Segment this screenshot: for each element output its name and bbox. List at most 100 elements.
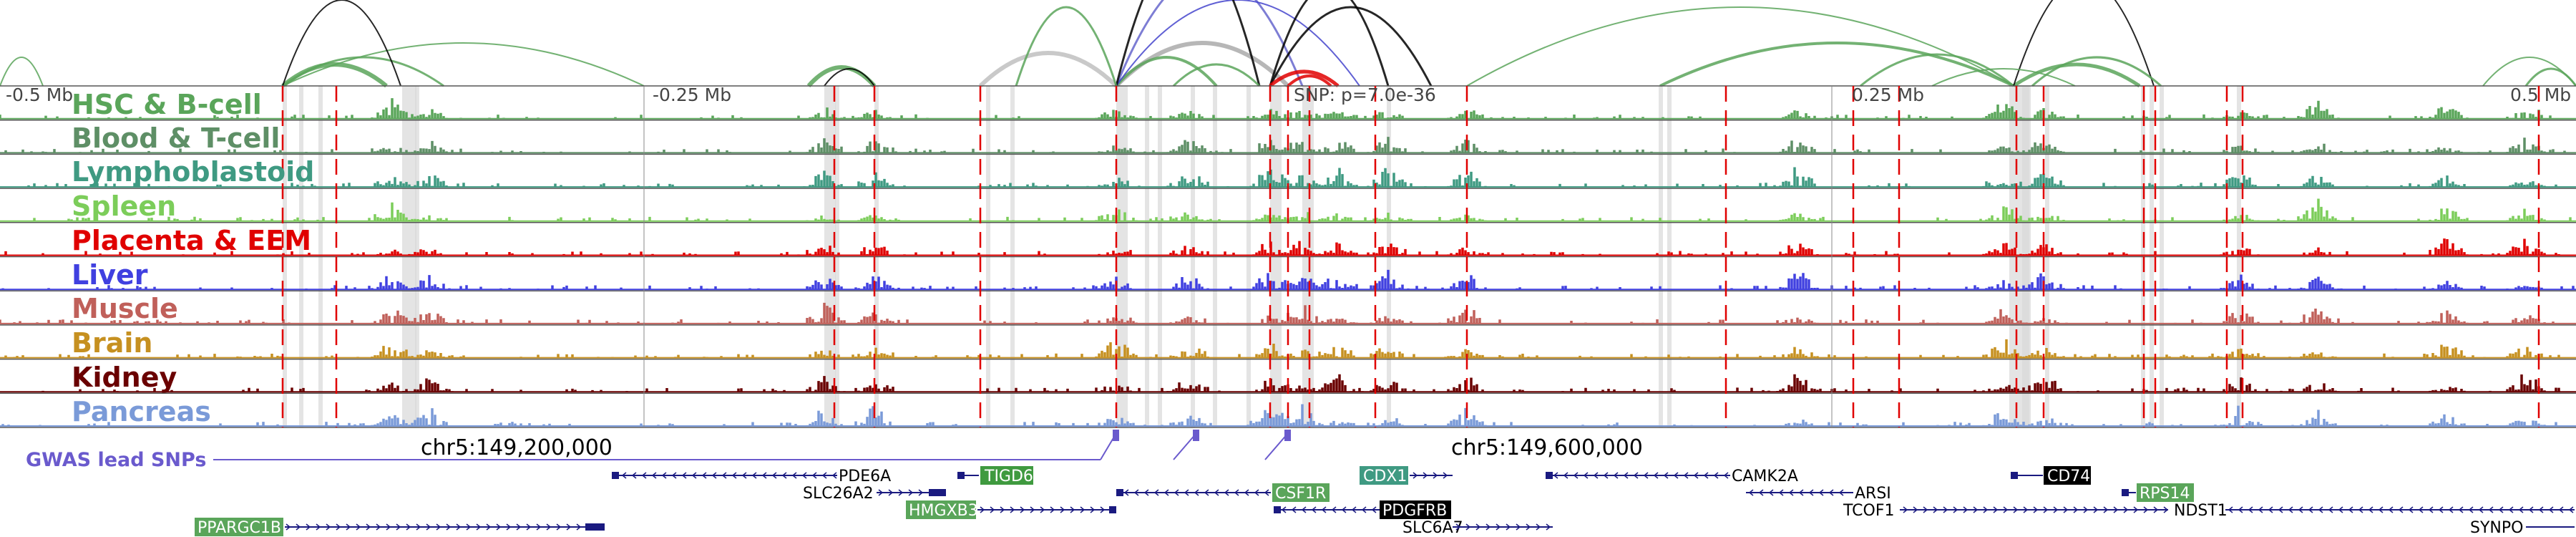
- track-labels: HSC & B-cell Blood & T-cell Lymphoblasto…: [72, 89, 314, 427]
- interaction-arc: [1269, 6, 1433, 87]
- interaction-arc: [1860, 53, 2014, 87]
- signal-peaks: [42, 374, 2560, 392]
- interaction-arc: [806, 65, 877, 87]
- gene-exon: [1274, 506, 1281, 513]
- interaction-arc: [2031, 56, 2162, 87]
- interaction-arc: [1659, 42, 2014, 87]
- gene-exon: [957, 472, 965, 479]
- interaction-arc: [0, 57, 44, 87]
- interaction-arc: [1269, 0, 1390, 87]
- strand-chevrons: [621, 472, 837, 479]
- track-label-muscle: Muscle: [72, 293, 178, 324]
- interaction-arc: [1172, 63, 1261, 87]
- track-label-placenta: Placenta & EEM: [72, 225, 311, 256]
- interaction-arc: [2013, 0, 2155, 87]
- interaction-arc: [1466, 6, 2014, 87]
- gene-exon: [1116, 489, 1123, 496]
- track-label-pancreas: Pancreas: [72, 396, 211, 427]
- gene-box-hmgxb3: [906, 500, 976, 519]
- interaction-arcs: [0, 0, 2576, 88]
- signal-peaks: [1, 269, 2575, 290]
- gwas-snp-marker: [1193, 430, 1199, 441]
- interaction-arc: [2524, 67, 2576, 87]
- track-label-spleen: Spleen: [72, 190, 176, 222]
- coordinate-left: chr5:149,200,000: [421, 435, 613, 460]
- gene-label-ndst1: NDST1: [2174, 502, 2228, 520]
- interaction-arc: [1115, 56, 1218, 87]
- gene-box-cd74: [2044, 466, 2091, 485]
- gene-exon: [2011, 472, 2018, 479]
- track-label-hsc: HSC & B-cell: [72, 89, 262, 120]
- signal-peaks: [4, 137, 2566, 153]
- gene-label-tigd6: TIGD6: [984, 468, 1033, 485]
- interaction-arc: [1269, 69, 1340, 87]
- strand-chevrons: [1903, 506, 2169, 513]
- gene-label-rps14: RPS14: [2140, 485, 2190, 503]
- gene-strand-arrows: [286, 472, 2574, 531]
- gene-label-pdgfrb: PDGFRB: [1382, 502, 1447, 520]
- gwas-label: GWAS lead SNPs: [26, 449, 206, 471]
- signal-peaks: [1, 404, 2557, 426]
- interaction-arc: [1115, 0, 1261, 87]
- gene-label-ppargc1b: PPARGC1B: [197, 519, 281, 537]
- gene-exon: [1546, 472, 1553, 479]
- interaction-arc: [282, 0, 401, 87]
- interaction-arc: [824, 68, 875, 87]
- gene-annotation-track: PDE6A TIGD6 CDX1 CAMK2A CD74 SLC26A2 CSF…: [195, 466, 2575, 537]
- coordinate-right: chr5:149,600,000: [1451, 435, 1643, 460]
- strand-chevrons: [2228, 506, 2574, 513]
- track-label-blood: Blood & T-cell: [72, 122, 280, 154]
- signal-peaks: [33, 198, 2572, 221]
- gene-exon: [612, 472, 619, 479]
- track-label-brain: Brain: [72, 327, 152, 359]
- strand-chevrons: [1553, 472, 1729, 479]
- gene-box-tigd6: [980, 466, 1033, 485]
- interaction-arc: [1116, 0, 1360, 87]
- interaction-arc: [282, 56, 444, 87]
- interaction-arc: [1287, 74, 1332, 87]
- gene-label-slc6a7: SLC6A7: [1402, 519, 1463, 537]
- axis-label-mid-right: 0.25 Mb: [1852, 84, 1924, 105]
- gene-label-camk2a: CAMK2A: [1732, 468, 1798, 485]
- axis-label-right: 0.5 Mb: [2510, 84, 2571, 105]
- strand-chevrons: [1455, 523, 1551, 531]
- strand-chevrons: [1281, 506, 1377, 513]
- strand-chevrons: [980, 506, 1106, 513]
- interaction-arc: [978, 51, 1118, 88]
- interaction-arc: [2012, 62, 2141, 88]
- gene-exon: [585, 523, 605, 531]
- signal-peaks: [0, 98, 2552, 119]
- track-label-lymphoblastoid: Lymphoblastoid: [72, 156, 314, 188]
- gene-box-pdgfrb: [1380, 500, 1451, 519]
- gwas-lead-snps-row: GWAS lead SNPs: [26, 430, 1291, 471]
- gene-exon: [1109, 506, 1116, 513]
- axis-label-center: SNP: p=7.0e-36: [1294, 84, 1436, 105]
- strand-chevrons: [286, 523, 582, 531]
- gene-box-ppargc1b: [195, 518, 283, 536]
- interaction-arc: [282, 42, 645, 87]
- interaction-arc: [1015, 6, 1118, 87]
- axis-label-mid-left: -0.25 Mb: [653, 84, 731, 105]
- gene-label-cdx1: CDX1: [1363, 468, 1407, 485]
- strand-chevrons: [1748, 489, 1844, 496]
- gene-label-tcof1: TCOF1: [1843, 502, 1894, 520]
- gene-box-cdx1: [1360, 466, 1408, 485]
- gene-label-csf1r: CSF1R: [1275, 485, 1326, 503]
- gene-label-arsi: ARSI: [1855, 485, 1891, 503]
- axis-label-left: -0.5 Mb: [6, 84, 73, 105]
- gene-exon: [929, 489, 946, 496]
- gene-box-rps14: [2137, 483, 2194, 502]
- red-dashed-markers: [281, 86, 2540, 427]
- gene-label-slc26a2: SLC26A2: [803, 485, 874, 503]
- gene-label-cd74: CD74: [2047, 468, 2090, 485]
- gene-box-csf1r: [1272, 483, 1330, 502]
- strand-chevrons: [1123, 489, 1269, 496]
- signal-peaks: [4, 238, 2560, 256]
- gwas-snp-marker: [1284, 430, 1291, 441]
- gene-label-hmgxb3: HMGXB3: [909, 502, 978, 520]
- strand-chevrons: [878, 489, 924, 496]
- gene-label-pde6a: PDE6A: [839, 468, 891, 485]
- gwas-snp-marker: [1113, 430, 1119, 441]
